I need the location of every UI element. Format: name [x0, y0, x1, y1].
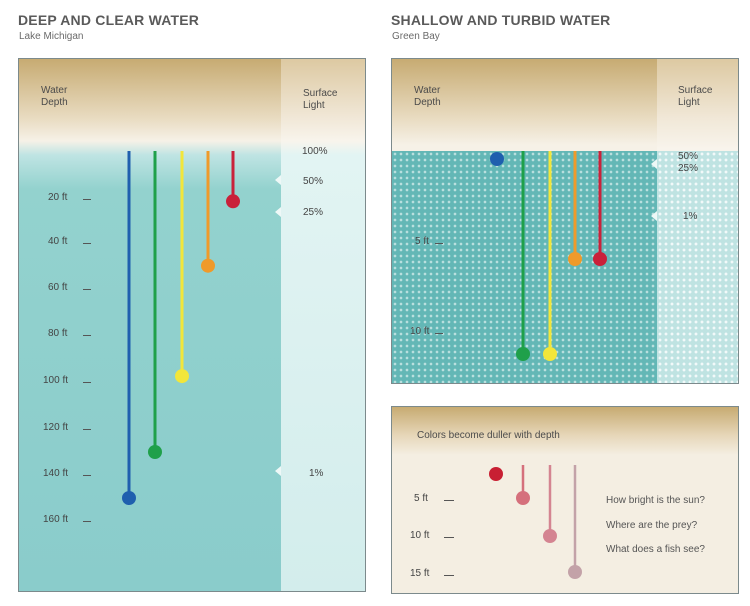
depth-tick	[83, 289, 91, 290]
duller-color-pins	[489, 465, 582, 579]
light-marker	[651, 159, 657, 169]
depth-label-80ft: 80 ft	[48, 328, 68, 339]
red-15ft-pin-head	[568, 565, 582, 579]
blue-light-endpoint	[490, 152, 504, 166]
deep-water-panel: Water Depth Surface Light 20 ft 40 ft 60…	[18, 58, 366, 592]
light-label-50: 50%	[678, 151, 699, 162]
orange-light-endpoint	[201, 258, 215, 273]
shallow-water-title: SHALLOW AND TURBID WATER	[391, 12, 611, 28]
light-marker	[275, 466, 281, 476]
depth-label-40ft: 40 ft	[48, 236, 68, 247]
depth-tick	[435, 243, 443, 244]
green-light-endpoint	[516, 347, 530, 361]
depth-tick	[444, 500, 454, 501]
question-prey: Where are the prey?	[606, 520, 698, 531]
depth-tick	[83, 475, 91, 476]
shallow-water-panel: Water Depth Surface Light 5 ft 10 ft 50%…	[391, 58, 739, 384]
depth-tick	[83, 382, 91, 383]
light-label-1: 1%	[683, 211, 698, 222]
depth-tick	[83, 521, 91, 522]
duller-colors-title: Colors become duller with depth	[417, 430, 560, 441]
depth-label-60ft: 60 ft	[48, 282, 68, 293]
light-marker	[275, 207, 281, 217]
depth-tick	[83, 243, 91, 244]
surface-light-header-line2: Light	[678, 97, 700, 108]
depth-label-5ft: 5 ft	[414, 493, 428, 504]
shallow-surface-light-header: Surface Light	[678, 85, 712, 109]
shallow-water-subtitle: Green Bay	[392, 31, 440, 42]
light-label-1: 1%	[309, 468, 324, 479]
water-depth-header-line2: Depth	[414, 97, 441, 108]
surface-light-header-line2: Light	[303, 100, 325, 111]
turbid-light-texture	[657, 151, 738, 383]
depth-label-120ft: 120 ft	[43, 422, 69, 433]
light-label-25: 25%	[303, 207, 324, 218]
yellow-light-endpoint	[543, 347, 557, 361]
green-light-endpoint	[148, 445, 162, 459]
red-10ft-pin-head	[543, 529, 557, 543]
deep-surface-light-header: Surface Light	[303, 88, 337, 112]
duller-colors-panel: Colors become duller with depth 5 ft 10 …	[391, 406, 739, 594]
depth-label-15ft: 15 ft	[410, 568, 430, 579]
light-label-100: 100%	[302, 146, 328, 157]
depth-label-20ft: 20 ft	[48, 192, 68, 203]
deep-water-depth-header: Water Depth	[41, 85, 68, 109]
deep-water-color-lines	[122, 151, 240, 505]
question-sun: How bright is the sun?	[606, 495, 705, 506]
depth-label-140ft: 140 ft	[43, 468, 69, 479]
depth-label-160ft: 160 ft	[43, 514, 69, 525]
depth-label-10ft: 10 ft	[410, 530, 430, 541]
yellow-light-endpoint	[175, 369, 189, 384]
shallow-water-depth-header: Water Depth	[414, 85, 441, 109]
surface-light-header-line1: Surface	[678, 85, 713, 96]
deep-water-title: DEEP AND CLEAR WATER	[18, 12, 200, 28]
depth-tick	[83, 199, 91, 200]
depth-label-5ft: 5 ft	[415, 236, 429, 247]
question-fish: What does a fish see?	[606, 544, 705, 555]
surface-light-header-line1: Surface	[303, 88, 338, 99]
depth-tick	[83, 429, 91, 430]
blue-light-endpoint	[122, 491, 136, 505]
depth-tick	[444, 575, 454, 576]
orange-light-endpoint	[568, 252, 582, 266]
deep-surface-light-column	[281, 59, 365, 591]
deep-water-subtitle: Lake Michigan	[19, 31, 84, 42]
light-label-50: 50%	[303, 176, 324, 187]
depth-tick	[83, 335, 91, 336]
water-depth-header-line2: Depth	[41, 97, 68, 108]
red-light-endpoint	[593, 252, 607, 266]
water-depth-header-line1: Water	[41, 85, 68, 96]
shallow-water-color-lines	[490, 151, 607, 361]
depth-label-10ft: 10 ft	[410, 326, 430, 337]
light-label-25: 25%	[678, 163, 699, 174]
depth-label-100ft: 100 ft	[43, 375, 69, 386]
light-marker	[275, 175, 281, 185]
depth-tick	[435, 333, 443, 334]
red-5ft-pin-head	[516, 491, 530, 505]
light-marker	[651, 211, 657, 221]
water-depth-header-line1: Water	[414, 85, 441, 96]
red-light-endpoint	[226, 194, 240, 209]
red-surface-pin-head	[489, 467, 503, 481]
depth-tick	[444, 537, 454, 538]
